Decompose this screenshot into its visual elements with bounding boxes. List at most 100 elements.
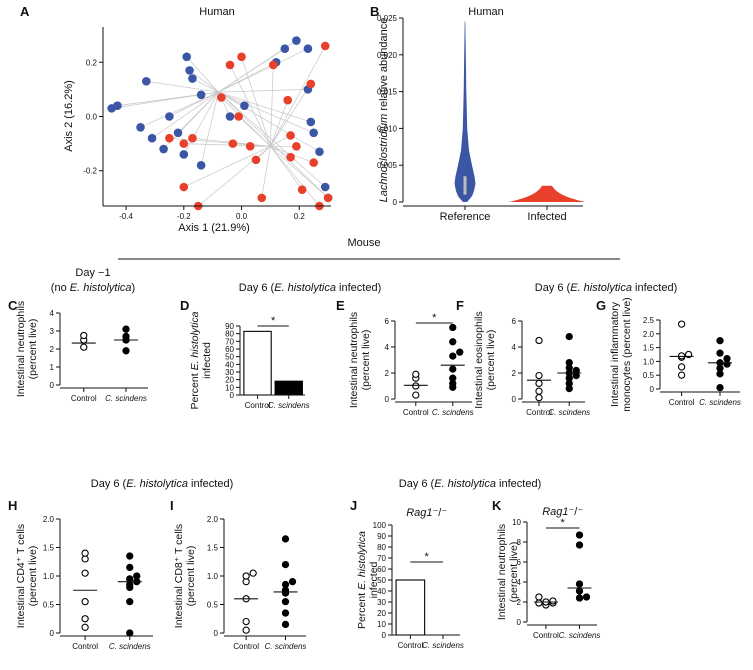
panel-a-spoke	[270, 64, 274, 147]
panel-i-point-c-scindens	[281, 580, 290, 589]
panel-g-point-control	[677, 363, 686, 371]
panel-f-y-label: (percent live)	[485, 330, 497, 391]
panel-a-point-reference	[165, 112, 174, 121]
panel-i-y-tick-label: 2.0	[207, 515, 219, 524]
panel-d-y-tick-label: 70	[225, 337, 234, 346]
panel-j-y-tick-label: 100	[373, 521, 387, 530]
panel-a-spoke	[261, 146, 271, 198]
panel-g-point-control	[677, 352, 686, 360]
panel-e-x-tick-label: C. scindens	[432, 408, 474, 417]
panel-g-y-label: Intestinal inflammatory	[609, 301, 621, 407]
panel-c-y-label: Intestinal neutrophils	[15, 301, 27, 397]
panel-label-H: H	[8, 498, 17, 513]
day6-title-lower-left: Day 6 (E. histolytica infected)	[91, 478, 233, 490]
panel-a-x-tick-label: 0.0	[236, 212, 248, 221]
panel-f-point-control	[535, 387, 543, 395]
panel-a-point-infected	[309, 158, 318, 167]
panel-f-y-tick-label: 0	[512, 395, 517, 404]
panel-d-bar-c-scindens	[274, 380, 303, 396]
panel-j-y-tick-label: 80	[377, 543, 386, 552]
panel-h-point-c-scindens	[126, 598, 134, 606]
panel-a-y-tick-label: 0.0	[86, 113, 98, 122]
panel-i-point-c-scindens	[281, 535, 290, 543]
panel-d-significance-star: *	[271, 315, 276, 327]
panel-f-y-tick-label: 6	[512, 317, 517, 326]
panel-a-point-infected	[237, 52, 246, 62]
panel-b-y-label: Lachnoclostridium relative abundance	[378, 18, 390, 203]
panel-a-title: Human	[199, 6, 234, 18]
panel-label-E: E	[336, 298, 345, 313]
panel-a-point-reference	[240, 101, 249, 110]
panel-k-point-c-scindens	[575, 594, 584, 602]
panel-a-point-infected	[286, 152, 295, 162]
panel-c-y-label: (percent live)	[27, 319, 39, 380]
panel-b-x-tick-label: Reference	[440, 211, 491, 223]
panel-k-y-tick-label: 6	[517, 558, 522, 567]
panel-f-point-c-scindens	[565, 358, 573, 367]
panel-h-point-c-scindens	[126, 629, 134, 637]
panel-a-x-tick-label: -0.4	[119, 212, 133, 221]
panel-label-F: F	[456, 298, 464, 313]
panel-label-B: B	[370, 4, 379, 19]
panel-f-y-tick-label: 2	[512, 369, 517, 378]
day6-title-top-right: Day 6 (E. histolytica infected)	[535, 282, 677, 294]
panel-i-x-tick-label: C. scindens	[265, 642, 307, 651]
panel-a-point-reference	[196, 161, 206, 170]
panel-i-y-tick-label: 0.5	[207, 601, 219, 610]
panel-a-spoke	[218, 91, 326, 188]
panel-g-point-c-scindens	[723, 354, 731, 363]
panel-h-point-c-scindens	[126, 563, 134, 572]
panel-a-point-reference	[173, 128, 183, 138]
panel-label-J: J	[350, 498, 357, 513]
panel-c-y-tick-label: 1	[50, 363, 55, 372]
panel-j-y-tick-label: 0	[382, 631, 387, 640]
panel-e-significance-star: *	[432, 312, 437, 324]
panel-h-point-control	[81, 598, 89, 606]
panel-k-y-label: (percent live)	[508, 542, 520, 603]
panel-a-point-reference	[303, 44, 313, 53]
panel-e-y-tick-label: 0	[385, 395, 390, 404]
panel-a-point-infected	[225, 60, 235, 70]
panel-j-y-tick-label: 30	[377, 598, 386, 607]
panel-a-point-reference	[179, 150, 189, 159]
panel-j-y-tick-label: 10	[377, 620, 386, 629]
panel-k-point-control	[535, 593, 543, 601]
panel-a-spoke	[229, 64, 271, 147]
panel-k-y-label: Intestinal neutrophils	[496, 524, 508, 620]
panel-k-annotation: Rag1⁻/⁻	[542, 506, 583, 518]
panel-a-point-infected	[188, 133, 197, 143]
panel-b-y-tick-label: 0.005	[377, 161, 398, 170]
panel-a-point-reference	[315, 147, 324, 157]
panel-h-y-tick-label: 1.5	[43, 544, 55, 553]
day6-title-lower-right: Day 6 (E. histolytica infected)	[399, 478, 541, 490]
panel-f-point-control	[535, 336, 543, 345]
panel-j-y-tick-label: 40	[377, 587, 386, 596]
panel-c-point-c-scindens	[122, 347, 130, 355]
panel-d-y-tick-label: 30	[225, 368, 234, 377]
panel-c-title: Day −1	[75, 267, 110, 279]
panel-a-point-infected	[286, 131, 295, 140]
panel-a-point-infected	[323, 193, 333, 203]
panel-b-title: Human	[468, 6, 503, 18]
panel-a-point-reference	[292, 36, 301, 45]
panel-a-point-reference	[182, 52, 191, 62]
panel-a-point-infected	[297, 185, 307, 195]
panel-g-x-tick-label: Control	[669, 398, 695, 407]
panel-a-point-infected	[292, 142, 301, 151]
panel-h-x-tick-label: C. scindens	[109, 642, 151, 651]
panel-h-point-control	[81, 623, 89, 631]
panel-k-y-tick-label: 2	[517, 598, 522, 607]
panel-c-point-c-scindens	[122, 332, 130, 341]
panel-a-point-infected	[245, 142, 255, 151]
panel-h-point-control	[81, 615, 89, 623]
panel-g-point-control	[677, 320, 686, 328]
panel-a-point-reference	[188, 74, 197, 83]
panel-a-spoke	[200, 92, 219, 166]
panel-g-y-tick-label: 2.5	[643, 316, 655, 325]
panel-i-point-control	[249, 569, 257, 577]
panel-d-y-tick-label: 90	[225, 322, 234, 331]
panel-h-y-tick-label: 0.5	[43, 601, 55, 610]
panel-a-y-tick-label: -0.2	[83, 167, 97, 176]
panel-a-spoke	[218, 48, 309, 93]
panel-a-point-infected	[283, 95, 293, 105]
